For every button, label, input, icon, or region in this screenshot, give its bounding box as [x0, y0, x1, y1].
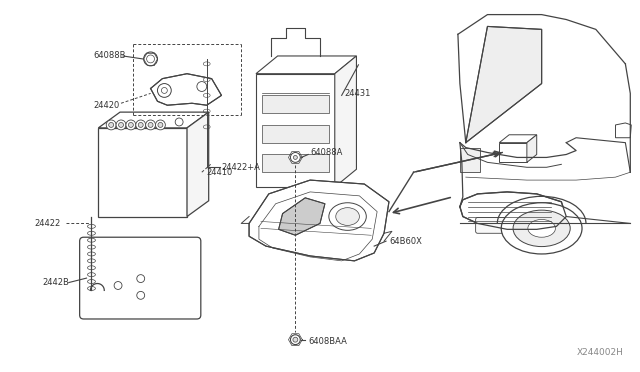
Circle shape: [116, 120, 126, 130]
Circle shape: [109, 122, 114, 127]
Polygon shape: [616, 123, 631, 138]
Circle shape: [197, 81, 207, 92]
Ellipse shape: [501, 203, 582, 254]
Ellipse shape: [88, 259, 95, 263]
Ellipse shape: [88, 224, 95, 228]
Circle shape: [118, 122, 124, 127]
Polygon shape: [278, 198, 325, 235]
Ellipse shape: [88, 286, 95, 291]
Circle shape: [106, 120, 116, 130]
Circle shape: [293, 337, 298, 342]
Text: 24420: 24420: [93, 101, 120, 110]
Ellipse shape: [336, 208, 360, 225]
Bar: [262, 154, 329, 172]
Text: 2442B: 2442B: [42, 278, 69, 287]
Circle shape: [137, 291, 145, 299]
Circle shape: [291, 335, 300, 344]
Polygon shape: [460, 192, 566, 230]
Text: 6408BAA: 6408BAA: [308, 337, 347, 346]
Ellipse shape: [88, 273, 95, 277]
Polygon shape: [466, 26, 541, 142]
Bar: [460, 148, 479, 172]
Circle shape: [175, 118, 183, 126]
Ellipse shape: [329, 203, 366, 230]
Polygon shape: [150, 74, 221, 105]
Text: 64B60X: 64B60X: [389, 237, 422, 246]
Circle shape: [293, 155, 298, 160]
Text: 24422+A: 24422+A: [221, 163, 260, 172]
FancyBboxPatch shape: [476, 218, 509, 233]
Ellipse shape: [88, 245, 95, 249]
Polygon shape: [249, 180, 389, 261]
Ellipse shape: [88, 231, 95, 235]
Circle shape: [143, 52, 157, 66]
Circle shape: [136, 120, 146, 130]
Ellipse shape: [513, 210, 570, 247]
Polygon shape: [256, 56, 356, 74]
Ellipse shape: [88, 252, 95, 256]
Ellipse shape: [528, 219, 556, 237]
Ellipse shape: [88, 266, 95, 270]
Text: 64088B: 64088B: [93, 51, 126, 61]
Bar: [262, 95, 329, 113]
Circle shape: [158, 122, 163, 127]
Polygon shape: [499, 135, 537, 142]
Text: X244002H: X244002H: [577, 349, 623, 357]
Circle shape: [291, 153, 300, 162]
Circle shape: [129, 122, 133, 127]
Text: 24422: 24422: [35, 219, 61, 228]
Ellipse shape: [88, 238, 95, 242]
Polygon shape: [187, 112, 209, 217]
Circle shape: [161, 87, 167, 93]
FancyBboxPatch shape: [79, 237, 201, 319]
Circle shape: [148, 122, 153, 127]
Text: 64088A: 64088A: [310, 148, 342, 157]
Text: 24431: 24431: [344, 89, 371, 98]
Circle shape: [137, 275, 145, 283]
Bar: [99, 128, 187, 217]
Polygon shape: [99, 112, 209, 128]
Circle shape: [147, 55, 154, 63]
Circle shape: [126, 120, 136, 130]
Ellipse shape: [88, 280, 95, 283]
Polygon shape: [335, 56, 356, 187]
Circle shape: [138, 122, 143, 127]
Circle shape: [156, 120, 165, 130]
Text: 24410: 24410: [207, 168, 233, 177]
Circle shape: [114, 282, 122, 289]
Bar: [256, 74, 335, 187]
Bar: [499, 142, 527, 162]
Circle shape: [146, 120, 156, 130]
Polygon shape: [527, 135, 537, 162]
Circle shape: [157, 84, 172, 97]
Bar: [262, 125, 329, 142]
